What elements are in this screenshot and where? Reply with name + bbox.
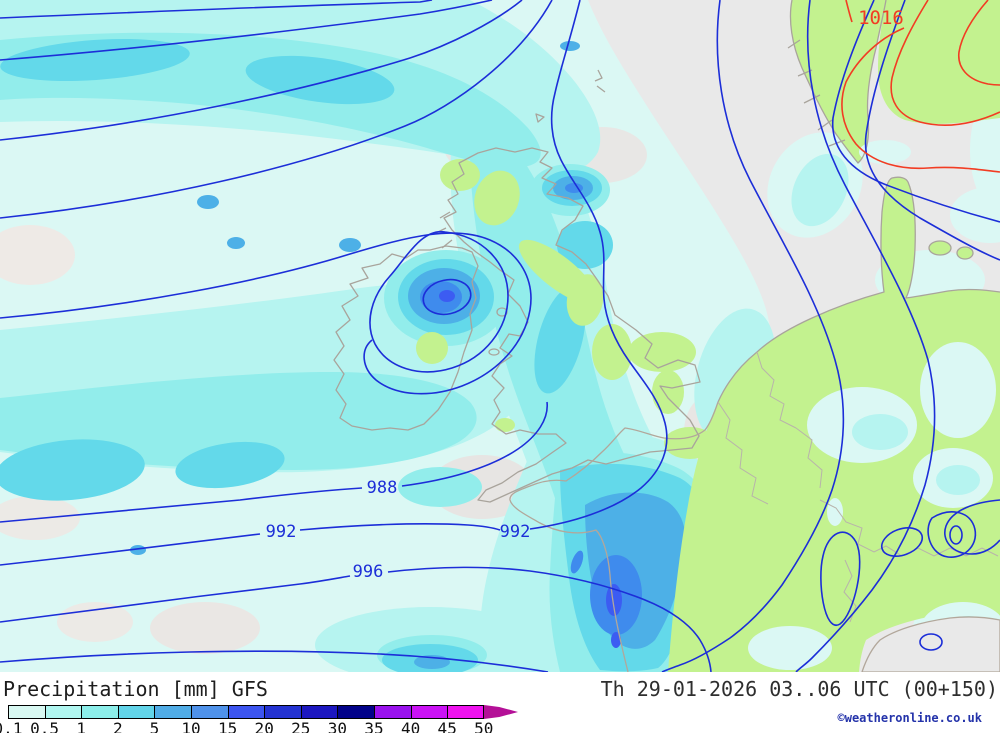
isobar-label-988: 988 bbox=[367, 478, 398, 498]
scale-tick-label: 10 bbox=[181, 719, 201, 733]
scale-tick-label: 30 bbox=[327, 719, 348, 733]
precipitation-map-svg: 988 992 996 992 1016 bbox=[0, 0, 1000, 683]
scale-cell bbox=[117, 705, 155, 719]
scale-tick-label: 40 bbox=[400, 719, 421, 733]
scale-cell bbox=[81, 705, 118, 719]
isobar-label-996: 996 bbox=[353, 562, 384, 582]
scale-cell bbox=[373, 705, 411, 719]
scale-tick-label: 2 bbox=[112, 719, 123, 733]
scale-tick-label: 0.1 bbox=[0, 719, 23, 733]
scale-tick-label: 20 bbox=[254, 719, 274, 733]
scale-cell bbox=[410, 705, 448, 719]
isobar-label-1016: 1016 bbox=[858, 7, 904, 29]
isobar-label-992-left: 992 bbox=[266, 522, 297, 542]
mediterranean-sea bbox=[861, 616, 1000, 673]
scale-tick-label: 35 bbox=[364, 719, 384, 733]
coastline-layer bbox=[333, 0, 1000, 673]
scale-cell bbox=[227, 705, 265, 719]
scale-tick-label: 25 bbox=[291, 719, 311, 733]
precip-over-land bbox=[748, 140, 1000, 670]
scale-cell bbox=[447, 705, 484, 719]
precip-layer-15 bbox=[439, 290, 622, 648]
scale-cell bbox=[44, 705, 82, 719]
scale-tick-label: 50 bbox=[474, 719, 494, 733]
copyright-text: ©weatheronline.co.uk bbox=[837, 711, 983, 725]
weather-map: 988 992 996 992 1016 bbox=[0, 0, 1000, 683]
scale-tick-label: 5 bbox=[149, 719, 160, 733]
legend-footer: Precipitation [mm] GFS Th 29-01-2026 03.… bbox=[0, 672, 1000, 733]
scale-cell bbox=[264, 705, 301, 719]
scale-cell bbox=[300, 705, 338, 719]
scale-tick-label: 45 bbox=[437, 719, 457, 733]
red-contour-layer bbox=[841, 0, 1000, 173]
scale-tick-label: 1 bbox=[76, 719, 87, 733]
scale-tick-label: 0.5 bbox=[30, 719, 60, 733]
scale-tick-label: 15 bbox=[217, 719, 238, 733]
scale-cell bbox=[190, 705, 228, 719]
scale-cell bbox=[337, 705, 374, 719]
legend-title: Precipitation [mm] GFS bbox=[3, 677, 268, 701]
precip-color-scale bbox=[8, 705, 484, 719]
scale-cell bbox=[8, 705, 45, 719]
color-scale-arrow bbox=[484, 705, 518, 719]
contour-labels: 988 992 996 992 1016 bbox=[266, 7, 904, 582]
isobar-label-992-right: 992 bbox=[500, 522, 531, 542]
scale-cell bbox=[154, 705, 191, 719]
forecast-datetime: Th 29-01-2026 03..06 UTC (00+150) bbox=[600, 677, 998, 701]
isobar-layer bbox=[0, 0, 1000, 673]
